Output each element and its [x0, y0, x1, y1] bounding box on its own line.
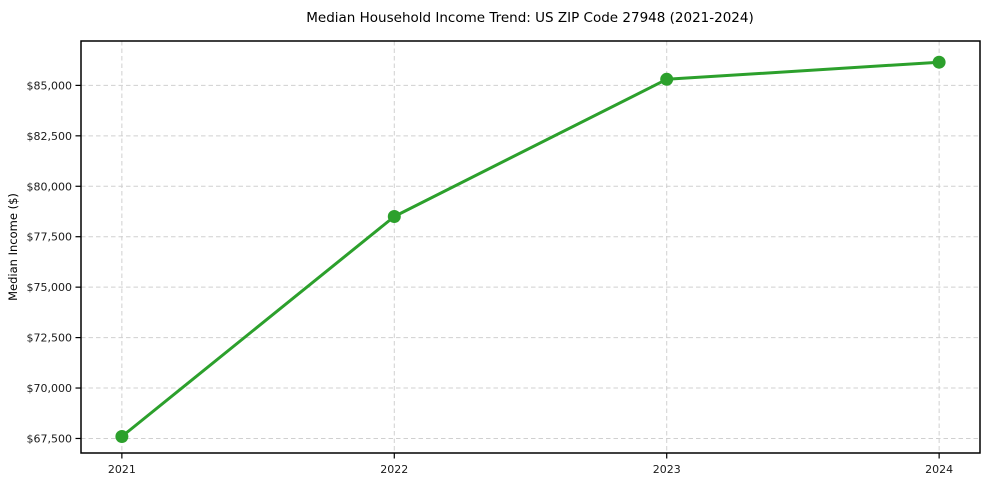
x-tick-label: 2021 — [108, 463, 136, 476]
y-tick-label: $67,500 — [27, 432, 73, 445]
trend-line — [120, 60, 941, 438]
axis-ticks — [75, 84, 940, 459]
data-series — [115, 55, 946, 443]
plot-border — [80, 40, 981, 454]
data-point-marker — [387, 210, 401, 223]
y-tick-label: $82,500 — [27, 130, 73, 143]
y-tick-label: $77,500 — [27, 231, 73, 244]
tick-labels: $67,500 $70,000 $72,500 $75,000 $77,500 $80,0… — [27, 79, 954, 476]
chart-title: Median Household Income Trend: US ZIP Co… — [306, 10, 754, 26]
data-point-marker — [932, 55, 946, 69]
x-tick-label: 2024 — [925, 463, 953, 476]
y-tick-label: $70,000 — [27, 382, 73, 395]
gridlines — [81, 41, 980, 453]
y-tick-label: $80,000 — [27, 180, 73, 193]
data-point-marker — [660, 72, 674, 86]
data-point-marker — [115, 430, 129, 443]
x-tick-label: 2022 — [380, 463, 408, 476]
y-tick-label: $85,000 — [27, 79, 73, 92]
y-tick-label: $72,500 — [27, 332, 73, 345]
y-tick-label: $75,000 — [27, 281, 73, 294]
x-tick-label: 2023 — [653, 463, 681, 476]
y-axis-label: Median Income ($) — [6, 193, 20, 301]
